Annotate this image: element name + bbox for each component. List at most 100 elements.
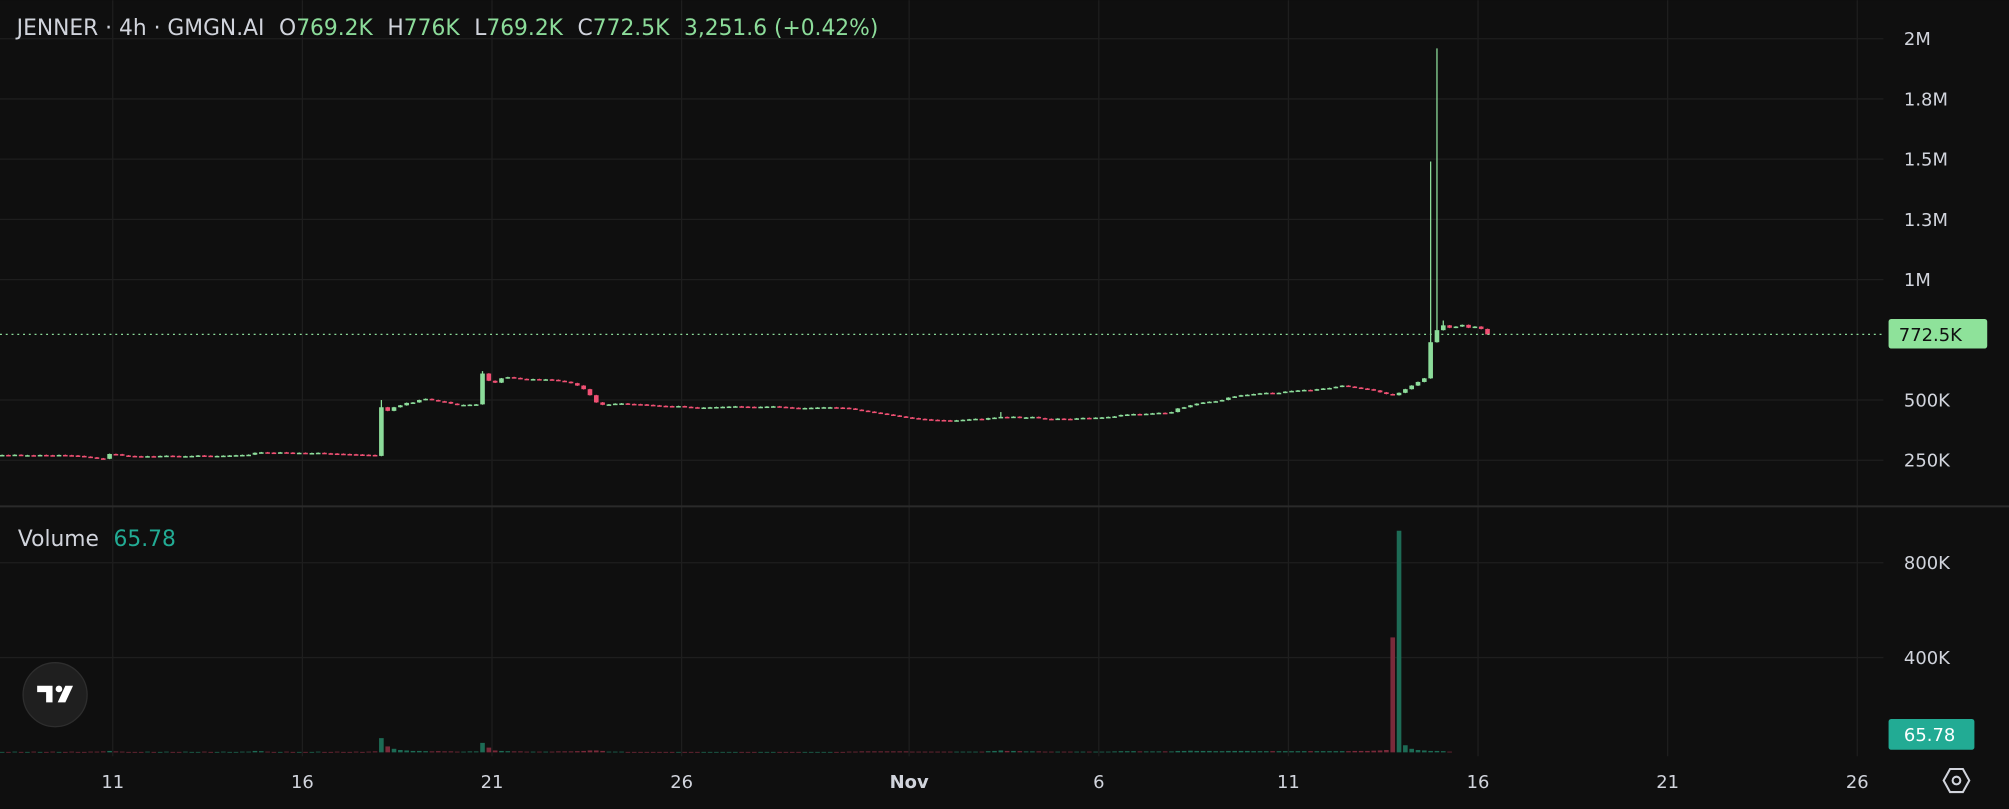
candle-body — [796, 407, 801, 410]
candle-body — [1339, 385, 1345, 388]
candle-body — [979, 418, 985, 421]
volume-bar — [240, 751, 245, 753]
volume-bar — [75, 751, 81, 753]
candle — [973, 418, 978, 421]
candle — [695, 406, 700, 409]
candle-body — [145, 456, 150, 458]
candle — [657, 404, 662, 407]
volume-bar — [688, 751, 694, 753]
candle-body — [960, 419, 966, 422]
time-axis[interactable]: 11 16 21 26 Nov 6 11 16 21 26 — [101, 772, 1868, 793]
candle-body — [1238, 395, 1244, 397]
candle-body — [37, 454, 43, 457]
candle — [1251, 393, 1256, 396]
volume-bar — [1112, 751, 1117, 753]
volume-bar — [752, 751, 757, 753]
volume-bar — [435, 751, 441, 753]
candle — [0, 454, 5, 457]
candle-body — [827, 407, 833, 409]
candle-body — [492, 380, 498, 383]
volume-bar — [1074, 751, 1079, 753]
candle — [113, 453, 119, 456]
volume-bar — [1150, 751, 1155, 753]
candle-body — [1068, 418, 1073, 421]
candle — [233, 454, 239, 457]
volume-bar — [815, 751, 820, 753]
volume-bar — [290, 751, 296, 753]
candle — [1327, 387, 1332, 390]
candle-body — [480, 373, 485, 405]
candle-body — [246, 454, 251, 457]
time-tick-label: 6 — [1093, 772, 1104, 793]
tradingview-logo-icon[interactable] — [22, 662, 88, 728]
candle — [752, 406, 757, 409]
volume-bar — [1162, 751, 1168, 753]
candle-body — [1422, 378, 1427, 382]
candle — [214, 455, 220, 458]
volume-bar — [214, 751, 220, 753]
candle — [872, 411, 877, 414]
volume-bar — [720, 751, 726, 753]
candle — [562, 380, 567, 383]
volume-bar — [872, 751, 877, 753]
settings-hexagon-icon[interactable] — [1942, 767, 1971, 794]
candle — [328, 452, 334, 455]
candle — [1390, 393, 1396, 396]
volume-bar — [827, 751, 833, 753]
volume-bar — [63, 751, 68, 753]
volume-bar — [138, 751, 144, 753]
volume-bar — [372, 751, 378, 753]
volume-bar — [486, 747, 492, 753]
candle-body — [195, 455, 201, 457]
volume-bar — [1282, 751, 1288, 753]
candle-body — [473, 404, 479, 406]
candle — [448, 401, 454, 404]
volume-bar — [303, 751, 308, 753]
candle-body — [625, 403, 631, 405]
candle-body — [1472, 326, 1478, 329]
candle-body — [853, 408, 858, 410]
volume-bar — [1276, 751, 1282, 753]
candle-body — [252, 452, 258, 455]
volume-bar — [1415, 749, 1421, 753]
candle — [164, 455, 169, 458]
candle — [1485, 328, 1490, 335]
candle — [1131, 413, 1136, 416]
candle-body — [764, 406, 770, 409]
candle-body — [322, 452, 327, 455]
candle — [442, 400, 447, 403]
volume-bar — [1004, 750, 1010, 753]
candle — [63, 454, 68, 457]
candle-body — [1276, 392, 1282, 395]
price-change: 3,251.6 (+0.42%) — [684, 16, 878, 41]
candle-body — [695, 407, 700, 409]
candle-body — [1459, 324, 1465, 327]
candle-body — [315, 452, 321, 455]
ohlc-low-value: 769.2K — [486, 16, 563, 41]
volume-bar — [366, 751, 372, 753]
ohlc-open-value: 769.2K — [296, 16, 373, 41]
volume-bar — [284, 751, 289, 753]
candle-body — [1042, 418, 1048, 420]
symbol-title: JENNER · 4h · GMGN.AI — [15, 16, 265, 41]
volume-bar — [1377, 750, 1383, 753]
volume-axis[interactable]: 800K 400K — [1904, 553, 1951, 669]
volume-bar — [802, 751, 808, 753]
volume-bar — [796, 751, 801, 753]
candle-body — [505, 377, 511, 379]
candle — [1377, 390, 1383, 393]
volume-bar — [1257, 751, 1263, 753]
candle — [1181, 406, 1187, 409]
candle — [840, 407, 846, 410]
candle — [183, 455, 188, 458]
candle — [50, 454, 56, 457]
price-axis[interactable]: 2M 1.8M 1.5M 1.3M 1M 500K 250K — [1904, 29, 1951, 472]
candle — [1428, 161, 1433, 379]
candle — [100, 457, 106, 460]
candle-body — [745, 406, 751, 409]
candle-body — [973, 418, 978, 421]
candle — [1213, 400, 1219, 403]
volume-bar — [296, 751, 302, 753]
volume-bar — [891, 751, 896, 753]
